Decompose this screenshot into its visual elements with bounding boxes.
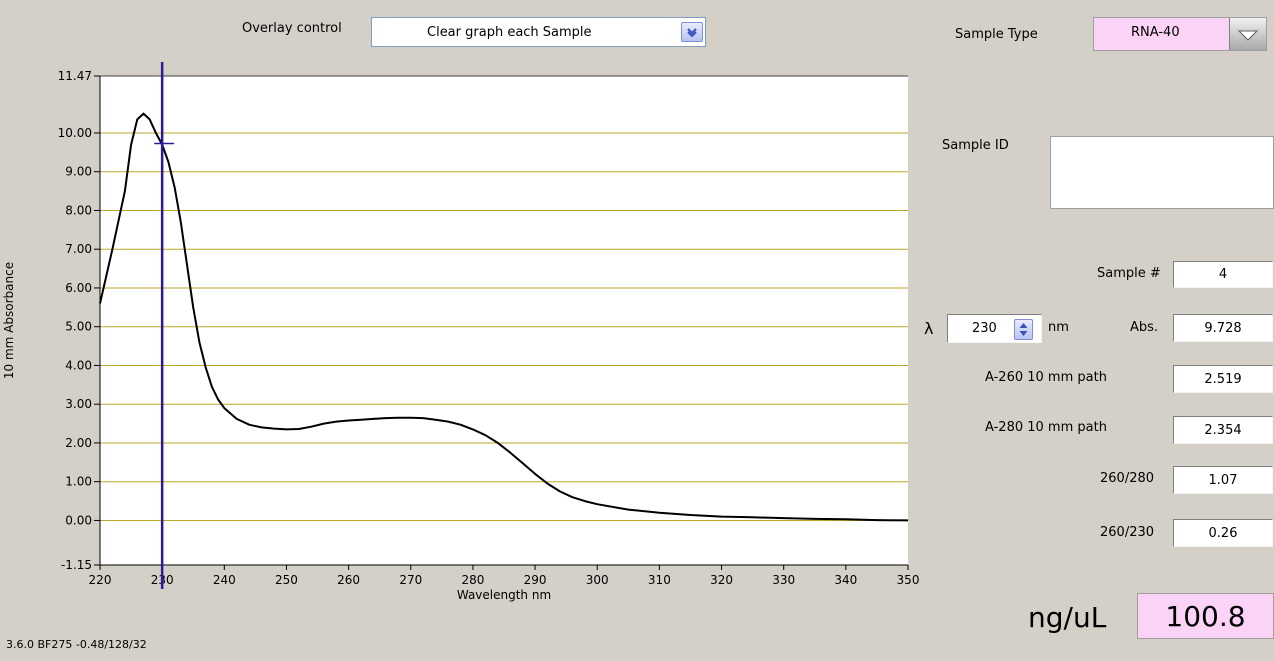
lambda-input[interactable]: 230 [947, 314, 1042, 343]
ratio-260-230-label: 260/230 [1100, 525, 1155, 540]
ratio-260-280-value: 1.07 [1173, 466, 1273, 494]
ratio-260-230-value: 0.26 [1173, 519, 1273, 547]
triangle-down-icon [1237, 30, 1259, 41]
version-text: 3.6.0 BF275 -0.48/128/32 [6, 638, 147, 651]
overlay-control-label: Overlay control [242, 21, 342, 36]
sample-id-label: Sample ID [942, 138, 1009, 153]
concentration-value: 100.8 [1137, 593, 1274, 639]
chevron-down-icon [687, 28, 697, 37]
overlay-dropdown-button[interactable] [681, 22, 703, 42]
x-tick-label: 300 [586, 573, 609, 587]
y-tick-label: 9.00 [65, 165, 92, 179]
sample-id-input[interactable] [1050, 136, 1274, 209]
y-tick-label: 4.00 [65, 358, 92, 372]
y-tick-label: 1.00 [65, 475, 92, 489]
concentration-label: ng/uL [1028, 601, 1107, 634]
a260-label: A-260 10 mm path [985, 370, 1107, 385]
y-tick-label: 7.00 [65, 242, 92, 256]
x-tick-label: 320 [710, 573, 733, 587]
sample-type-label: Sample Type [955, 27, 1038, 42]
abs-value: 9.728 [1173, 314, 1273, 342]
sample-type-value: RNA-40 [1131, 25, 1180, 40]
x-tick-label: 220 [89, 573, 112, 587]
y-tick-label: 11.47 [58, 69, 92, 83]
a280-label: A-280 10 mm path [985, 420, 1107, 435]
y-tick-label: 5.00 [65, 320, 92, 334]
a280-value: 2.354 [1173, 416, 1273, 444]
absorbance-graph[interactable]: 11.47 10.00 9.00 8.00 7.00 6.00 5.00 4.00 3.00 2.… [0, 45, 920, 645]
lambda-spinner[interactable] [1014, 319, 1033, 340]
x-tick-label: 240 [213, 573, 236, 587]
sample-type-dropdown-button[interactable] [1229, 18, 1266, 50]
x-tick-label: 350 [897, 573, 920, 587]
overlay-control-value: Clear graph each Sample [427, 24, 592, 40]
y-tick-label: 8.00 [65, 203, 92, 217]
up-down-arrows-icon [1019, 323, 1028, 336]
x-tick-label: 270 [399, 573, 422, 587]
y-axis-label: 10 mm Absorbance [2, 262, 16, 379]
lambda-unit: nm [1048, 320, 1069, 335]
sample-number-value: 4 [1173, 261, 1273, 288]
x-tick-label: 280 [461, 573, 484, 587]
y-tick-label: -1.15 [61, 558, 92, 572]
x-tick-label: 340 [834, 573, 857, 587]
abs-label: Abs. [1130, 320, 1159, 335]
lambda-value: 230 [972, 321, 997, 336]
lambda-symbol: λ [924, 319, 934, 338]
spectrum-line [99, 112, 909, 522]
overlay-control-select[interactable]: Clear graph each Sample [371, 17, 706, 47]
x-tick-label: 330 [772, 573, 795, 587]
plot-area [100, 76, 908, 565]
x-tick-label: 290 [524, 573, 547, 587]
x-tick-label: 250 [275, 573, 298, 587]
y-tick-label: 3.00 [65, 397, 92, 411]
sample-type-select[interactable]: RNA-40 [1093, 17, 1267, 51]
y-tick-label: 10.00 [58, 126, 92, 140]
y-tick-label: 0.00 [65, 513, 92, 527]
x-tick-label: 310 [648, 573, 671, 587]
ratio-260-280-label: 260/280 [1100, 471, 1155, 486]
x-axis-label: Wavelength nm [457, 588, 551, 602]
absorbance-chart: 11.47 10.00 9.00 8.00 7.00 6.00 5.00 4.00 3.00 2.… [2, 62, 920, 602]
a260-value: 2.519 [1173, 365, 1273, 393]
sample-number-label: Sample # [1097, 266, 1161, 281]
y-tick-label: 2.00 [65, 436, 92, 450]
y-tick-label: 6.00 [65, 281, 92, 295]
x-tick-label: 260 [337, 573, 360, 587]
